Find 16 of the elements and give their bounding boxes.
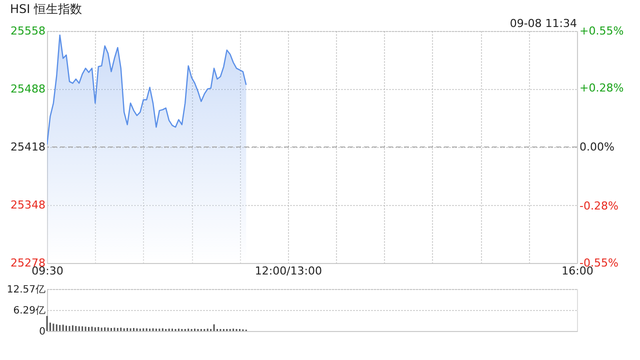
y2-tick-label: 0.00% — [580, 140, 614, 154]
x-tick-label: 16:00 — [562, 264, 594, 278]
y-tick-label: 6.29亿 — [13, 305, 46, 316]
y-tick-label: 25488 — [10, 82, 46, 96]
chart-title: HSI 恒生指数 — [10, 2, 82, 16]
y-tick-label: 25558 — [10, 24, 46, 38]
text: 09-08 11:34 — [510, 17, 577, 30]
y2-tick-label: +0.28% — [580, 81, 624, 94]
x-tick-label: 09:30 — [32, 264, 64, 278]
x-tick-label: 12:00/13:00 — [254, 264, 322, 278]
y-tick-label: 12.57亿 — [6, 284, 46, 296]
y2-tick-label: +0.55% — [580, 24, 624, 38]
y-tick-label: 0 — [39, 326, 46, 338]
y-tick-label: 25418 — [10, 140, 46, 154]
y2-tick-label: -0.28% — [580, 200, 618, 213]
y-tick-label: 25348 — [10, 198, 46, 212]
